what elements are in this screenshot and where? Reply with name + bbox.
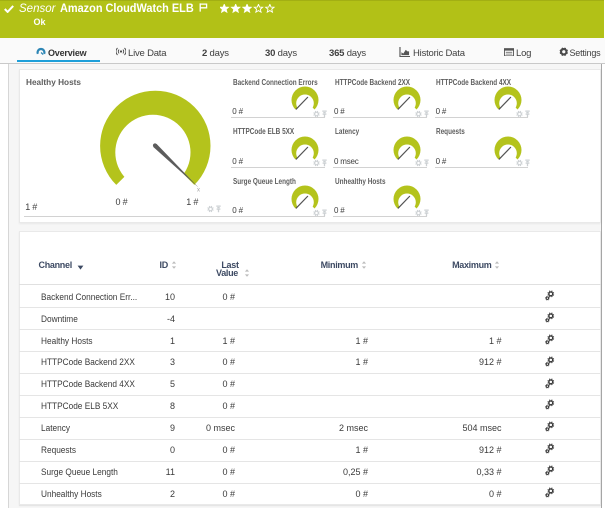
svg-text:x: x	[197, 187, 200, 193]
